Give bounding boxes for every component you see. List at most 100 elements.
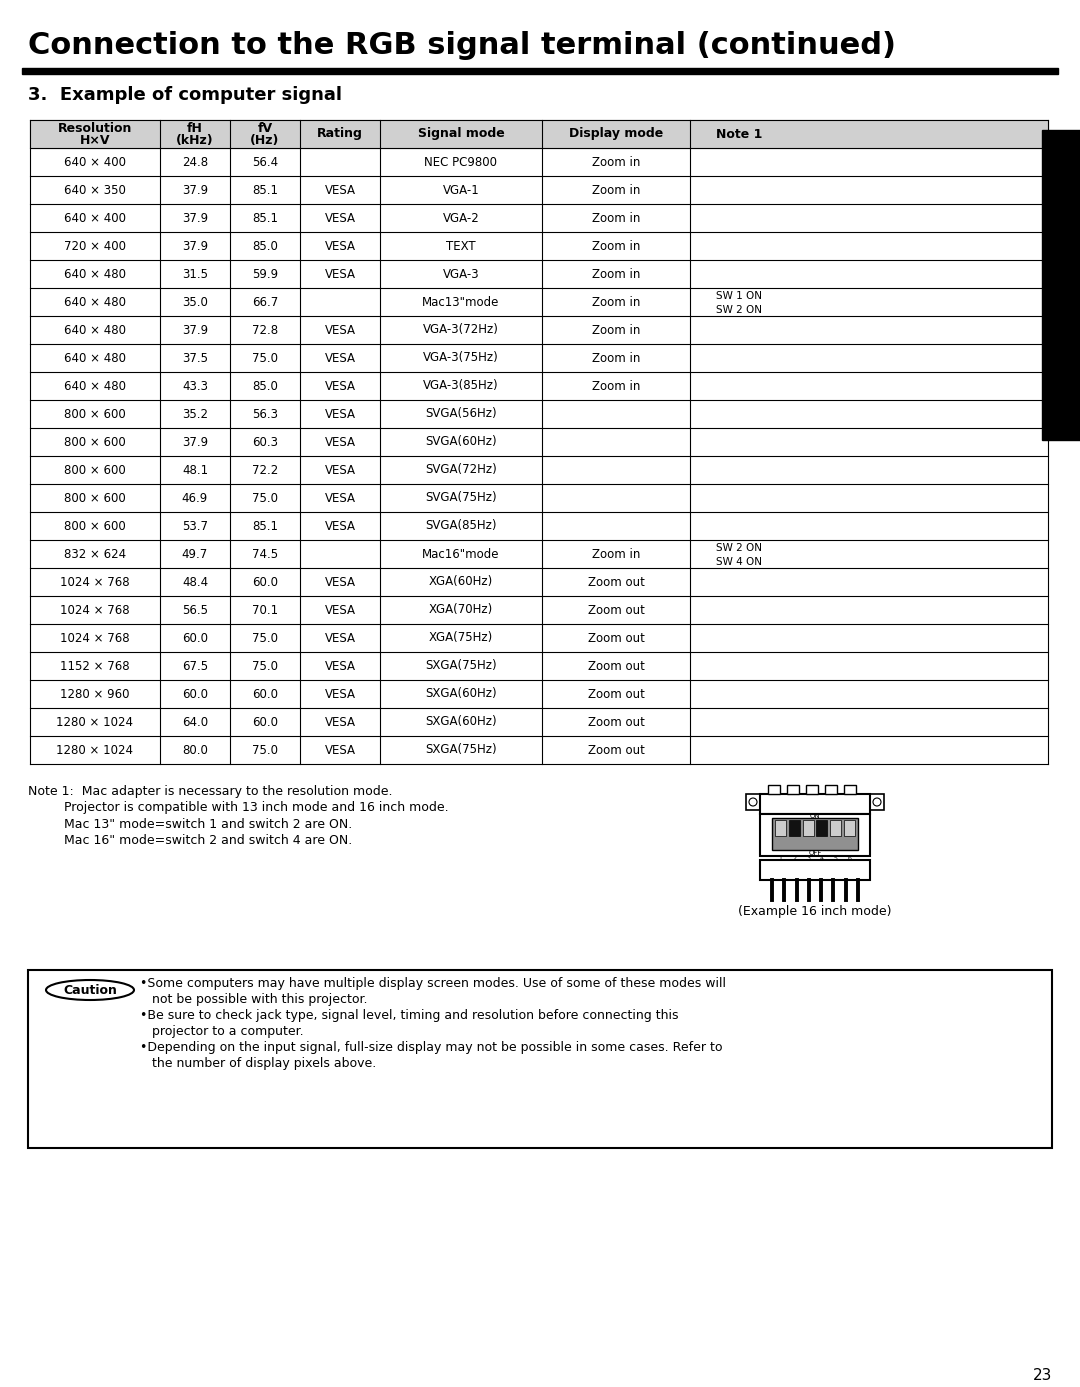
Text: VESA: VESA [324,603,355,616]
Text: 3.  Example of computer signal: 3. Example of computer signal [28,86,342,104]
Text: 3: 3 [806,856,810,860]
Text: (Hz): (Hz) [251,133,280,147]
Bar [787,785,799,793]
Text: VESA: VESA [324,716,355,728]
Text: VESA: VESA [324,268,355,280]
Text: SW 2 ON: SW 2 ON [716,305,762,315]
Text: Zoom in: Zoom in [592,351,640,365]
Text: 4: 4 [820,856,824,860]
Bar [788,820,799,836]
Text: 67.5: 67.5 [181,659,208,673]
Text: VESA: VESA [324,631,355,645]
Text: VESA: VESA [324,380,355,393]
Text: •Depending on the input signal, full-size display may not be possible in some ca: •Depending on the input signal, full-siz… [140,1040,723,1054]
Text: 49.7: 49.7 [181,548,208,560]
Text: fH: fH [187,122,203,136]
Text: Zoom in: Zoom in [592,548,640,560]
Text: 2: 2 [793,856,796,860]
Text: Rating: Rating [318,128,363,140]
Text: Note 1:  Mac adapter is necessary to the resolution mode.: Note 1: Mac adapter is necessary to the … [28,785,392,799]
Text: 75.0: 75.0 [252,743,278,756]
Bar [30,121,1048,148]
Text: VGA-1: VGA-1 [443,183,480,197]
Text: Projector is compatible with 13 inch mode and 16 inch mode.: Projector is compatible with 13 inch mod… [28,802,448,814]
Text: 640 × 350: 640 × 350 [64,183,126,197]
Text: Zoom in: Zoom in [592,380,640,393]
Text: OFF: OFF [808,850,822,856]
Text: 85.1: 85.1 [252,520,278,533]
Text: VESA: VESA [324,183,355,197]
Text: SVGA(56Hz): SVGA(56Hz) [426,408,497,420]
Text: 56.3: 56.3 [252,408,278,420]
Text: 85.1: 85.1 [252,183,278,197]
Bar [845,820,855,836]
Text: projector to a computer.: projector to a computer. [140,1025,303,1037]
Text: TEXT: TEXT [446,240,476,252]
Text: 60.0: 60.0 [252,716,278,728]
Text: 640 × 480: 640 × 480 [64,351,126,365]
Text: 75.0: 75.0 [252,491,278,505]
Text: NEC PC9800: NEC PC9800 [424,155,498,168]
Text: 75.0: 75.0 [252,631,278,645]
Bar [802,820,813,836]
Bar [22,68,1058,74]
Text: SW 4 ON: SW 4 ON [716,558,762,567]
Bar [760,793,870,814]
Text: 48.1: 48.1 [181,463,208,477]
Text: VESA: VESA [324,436,355,448]
Text: VESA: VESA [324,520,355,533]
Text: 800 × 600: 800 × 600 [64,408,126,420]
Text: 60.3: 60.3 [252,436,278,448]
Text: 35.0: 35.0 [183,295,208,308]
Text: 1280 × 1024: 1280 × 1024 [56,743,134,756]
Text: 80.0: 80.0 [183,743,208,756]
Text: 56.4: 56.4 [252,155,278,168]
Text: 72.2: 72.2 [252,463,279,477]
Text: 640 × 400: 640 × 400 [64,155,126,168]
Text: XGA(70Hz): XGA(70Hz) [429,603,494,616]
Text: Mac 16" mode=switch 2 and switch 4 are ON.: Mac 16" mode=switch 2 and switch 4 are O… [28,834,352,846]
Bar [746,793,760,810]
Text: 43.3: 43.3 [183,380,208,393]
Text: 70.1: 70.1 [252,603,278,616]
Text: SXGA(75Hz): SXGA(75Hz) [426,743,497,756]
Text: Zoom in: Zoom in [592,183,640,197]
Text: 60.0: 60.0 [252,688,278,700]
Text: 640 × 480: 640 × 480 [64,380,126,393]
Text: the number of display pixels above.: the number of display pixels above. [140,1057,376,1069]
Text: 1024 × 768: 1024 × 768 [60,603,130,616]
Text: VESA: VESA [324,463,355,477]
Text: 800 × 600: 800 × 600 [64,463,126,477]
Text: 37.9: 37.9 [181,436,208,448]
Text: VESA: VESA [324,576,355,588]
Ellipse shape [46,981,134,1000]
Text: Note 1: Note 1 [716,128,762,140]
Text: 5: 5 [834,856,838,860]
Text: VESA: VESA [324,688,355,700]
Text: VGA-3(85Hz): VGA-3(85Hz) [423,380,499,393]
Bar [772,818,858,850]
Text: Zoom in: Zoom in [592,240,640,252]
Text: 60.0: 60.0 [183,688,208,700]
Text: 72.8: 72.8 [252,323,278,337]
Text: Mac13"mode: Mac13"mode [422,295,500,308]
Text: 37.9: 37.9 [181,240,208,252]
Text: XGA(75Hz): XGA(75Hz) [429,631,494,645]
Text: VESA: VESA [324,211,355,225]
Text: SXGA(60Hz): SXGA(60Hz) [426,688,497,700]
Text: 31.5: 31.5 [183,268,208,280]
Text: 23: 23 [1032,1368,1052,1383]
Text: Zoom in: Zoom in [592,295,640,308]
Text: 800 × 600: 800 × 600 [64,520,126,533]
Text: 35.2: 35.2 [183,408,208,420]
Bar [831,820,841,836]
Bar [806,785,818,793]
Text: 24.8: 24.8 [181,155,208,168]
Text: 1024 × 768: 1024 × 768 [60,576,130,588]
Text: VESA: VESA [324,351,355,365]
Text: 75.0: 75.0 [252,351,278,365]
Text: 85.0: 85.0 [252,240,278,252]
Text: SVGA(75Hz): SVGA(75Hz) [426,491,497,505]
Bar [825,785,837,793]
Ellipse shape [873,798,881,806]
